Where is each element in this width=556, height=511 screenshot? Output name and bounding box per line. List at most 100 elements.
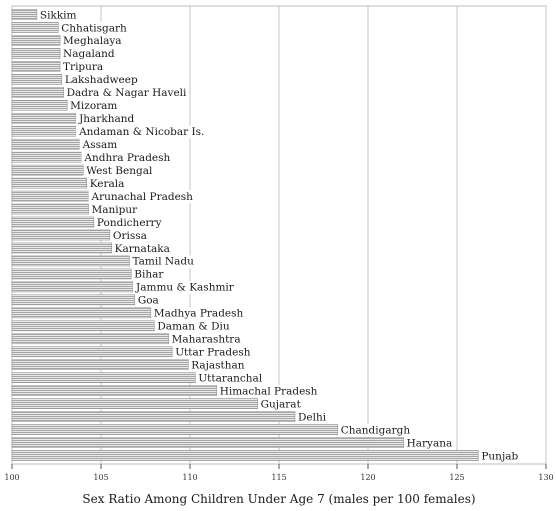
x-tick-label: 110	[182, 473, 197, 482]
bar	[11, 424, 338, 435]
bar	[11, 99, 68, 111]
x-tick-label: 120	[360, 473, 375, 482]
x-tick-label: 130	[538, 473, 553, 482]
bar	[11, 255, 130, 267]
bar-label: Jammu & Kashmir	[135, 282, 235, 294]
bar	[11, 138, 80, 150]
bar-label: Punjab	[481, 450, 518, 462]
bar	[11, 74, 63, 85]
bar-label-background	[296, 410, 329, 424]
bar-label-background	[404, 436, 455, 450]
bar-label-background	[135, 294, 161, 308]
bar	[11, 35, 61, 46]
bar-label: Andaman & Nicobar Is.	[78, 126, 204, 138]
x-tick-label: 115	[271, 473, 286, 482]
bar-label-background	[68, 99, 120, 113]
bar-label-background	[110, 229, 149, 243]
bar-label: Manipur	[92, 204, 139, 216]
bar-label-background	[61, 34, 124, 48]
bar	[11, 398, 258, 409]
bar-label-background	[81, 151, 173, 165]
bar	[11, 359, 189, 371]
bar	[11, 294, 136, 306]
bar	[11, 177, 88, 189]
bar-label: Karnataka	[115, 243, 170, 255]
bar	[11, 190, 89, 202]
bar-label: Uttaranchal	[198, 372, 262, 384]
bar-label-background	[79, 138, 120, 152]
bar-label-background	[61, 60, 106, 74]
bar-label-background	[84, 164, 155, 178]
bar	[11, 346, 173, 358]
x-tick-label: 105	[93, 473, 108, 482]
x-tick-label: 125	[449, 473, 464, 482]
bar-label: Arunachal Pradesh	[91, 191, 194, 203]
bar-label: West Bengal	[86, 165, 153, 177]
x-axis-label: Sex Ratio Among Children Under Age 7 (ma…	[82, 492, 475, 506]
bar-label: Rajasthan	[191, 360, 245, 372]
bar-label: Mizoram	[70, 100, 117, 112]
bar-label-background	[89, 203, 141, 217]
bar-label-background	[151, 307, 246, 321]
bar-label-background	[76, 112, 137, 126]
bar	[11, 112, 77, 124]
bar-label: Madhya Pradesh	[154, 308, 244, 320]
bar-label: Delhi	[298, 411, 327, 423]
bar	[11, 385, 217, 396]
bar-label-background	[62, 73, 140, 87]
bar-label-background	[217, 384, 320, 398]
bar	[11, 333, 169, 345]
bar-label: Assam	[82, 139, 118, 151]
bar-label-background	[196, 371, 265, 385]
bar-label-background	[37, 8, 79, 22]
bar	[11, 372, 196, 383]
bars	[11, 9, 479, 461]
bar	[11, 320, 155, 332]
bar-label: Chhatisgarh	[61, 22, 127, 34]
bar-label: Dadra & Nagar Haveli	[67, 87, 187, 99]
bar	[11, 87, 64, 98]
bar-label: Haryana	[407, 437, 453, 449]
bar	[11, 307, 152, 319]
bar	[11, 125, 77, 137]
bar-label-background	[479, 449, 521, 463]
bar	[11, 164, 84, 176]
bar	[11, 203, 89, 215]
bar-label-background	[132, 268, 167, 282]
bar-label: Goa	[138, 295, 159, 307]
bar	[11, 48, 61, 59]
bar-label: Tamil Nadu	[132, 256, 194, 268]
bar-label-background	[155, 320, 232, 334]
bar-label-background	[64, 86, 190, 100]
bar-label: Bihar	[134, 269, 164, 281]
bar-label: Tripura	[63, 61, 103, 73]
bar-label-background	[112, 242, 172, 256]
bar	[11, 216, 95, 228]
bar-label: Uttar Pradesh	[175, 347, 251, 359]
bar-label: Pondicherry	[97, 217, 162, 229]
bar	[11, 437, 404, 448]
bar-label: Daman & Diu	[157, 321, 229, 333]
bar-label-background	[169, 333, 243, 347]
bar-label-background	[61, 47, 117, 61]
x-axis-ticks: 100 105 110 115 120 125 130	[4, 464, 554, 482]
bar-label-background	[94, 216, 164, 230]
bar	[11, 61, 61, 72]
bar	[11, 9, 38, 20]
bar-label-background	[338, 423, 413, 437]
bar	[11, 450, 479, 461]
bar-label-background	[258, 397, 304, 411]
bar-label-background	[189, 359, 247, 373]
bar-label: Jharkhand	[78, 113, 134, 125]
bar	[11, 242, 112, 254]
bar-label: Kerala	[90, 178, 125, 190]
bar	[11, 268, 132, 280]
bar-labels: SikkimChhatisgarhMeghalayaNagalandTripur…	[37, 8, 521, 463]
bar-label: Chandigargh	[341, 424, 411, 436]
bar-label-background	[173, 346, 253, 360]
bar	[11, 229, 111, 241]
bar-label: Meghalaya	[63, 35, 122, 47]
bar-label-background	[59, 21, 130, 35]
bar-label: Gujarat	[261, 398, 302, 410]
bar-label: Maharashtra	[172, 334, 241, 346]
